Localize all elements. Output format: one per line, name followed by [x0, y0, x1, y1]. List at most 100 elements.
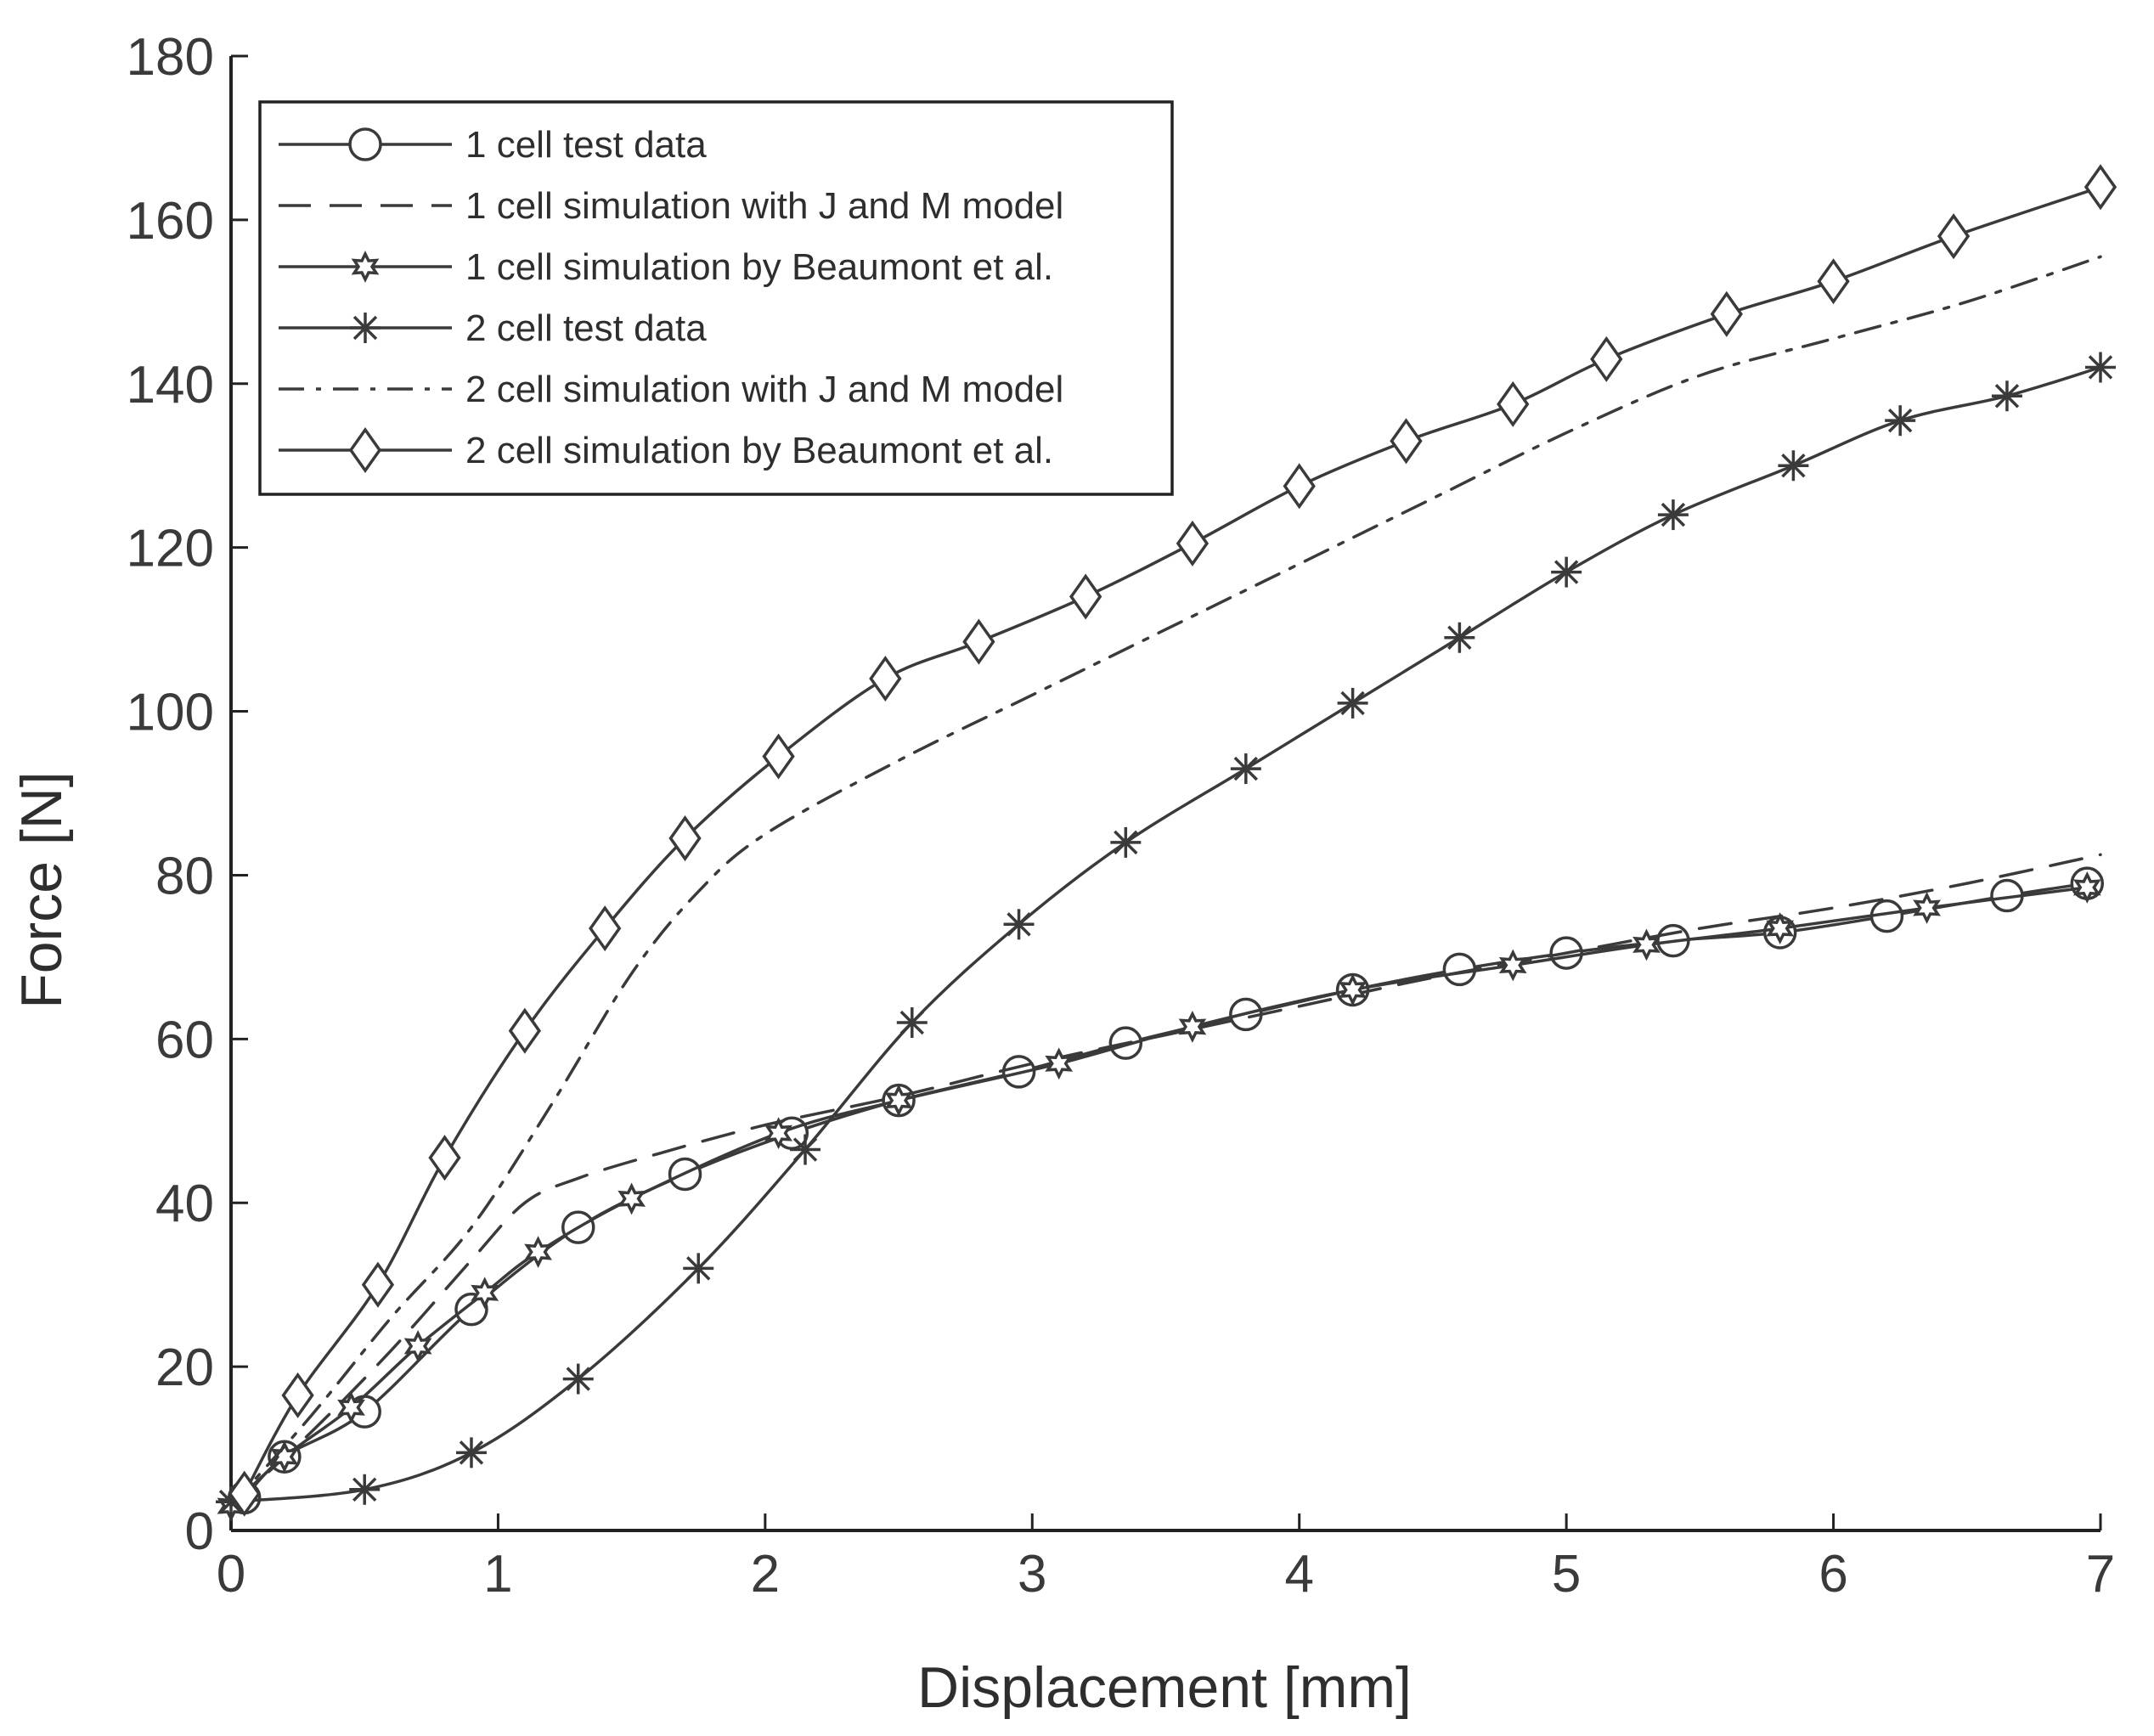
data-point [228, 1470, 261, 1517]
data-point [1913, 892, 1942, 924]
data-point [1817, 258, 1850, 305]
legend-label: 2 cell simulation by Beaumont et al. [465, 430, 1053, 471]
legend-item: 2 cell simulation with J and M model [279, 369, 1063, 410]
x-tick-label: 4 [1284, 1545, 1313, 1604]
legend-label: 2 cell simulation with J and M model [465, 369, 1063, 410]
y-tick-label: 80 [155, 847, 214, 905]
data-point [281, 1372, 314, 1418]
legend-marker [351, 251, 380, 283]
data-point [1339, 973, 1367, 1006]
plot-series [216, 164, 2117, 1523]
axes [229, 56, 2100, 1532]
series-line [229, 365, 2102, 1503]
y-tick-label: 100 [127, 684, 214, 742]
data-point [1590, 335, 1623, 382]
series-1 [227, 866, 2105, 1515]
x-tick-label: 3 [1018, 1545, 1046, 1604]
y-tick-label: 40 [155, 1175, 214, 1233]
data-point [349, 1474, 381, 1505]
y-axis-ticks: 0 20 40 60 80 100 120 140 160 180 [127, 28, 248, 1561]
series-line [242, 882, 2089, 1500]
y-tick-label: 180 [127, 28, 214, 87]
data-point [1632, 928, 1661, 961]
legend-label: 1 cell simulation by Beaumont et al. [465, 246, 1053, 288]
x-axis-title: Displacement [mm] [917, 1655, 1412, 1720]
legend-marker [348, 426, 382, 474]
x-tick-label: 2 [751, 1545, 780, 1604]
data-point [1551, 556, 1582, 588]
data-point [403, 1330, 432, 1362]
x-tick-label: 0 [217, 1545, 245, 1604]
x-axis-ticks: 0 1 2 3 4 5 6 7 [217, 1513, 2115, 1604]
data-point [1937, 213, 1971, 260]
data-point [1766, 912, 1795, 945]
data-point [524, 1236, 553, 1269]
data-point [1178, 1010, 1207, 1043]
y-tick-label: 140 [127, 356, 214, 414]
data-point [2084, 164, 2117, 211]
y-tick-label: 120 [127, 520, 214, 578]
legend-box [258, 100, 1174, 496]
data-point [1337, 687, 1368, 719]
legend-item: 2 cell test data [279, 307, 707, 349]
legend-item: 2 cell simulation by Beaumont et al. [279, 426, 1053, 474]
data-point [764, 1117, 793, 1150]
data-point [270, 1440, 299, 1474]
data-point [1657, 499, 1689, 531]
series-line [229, 853, 2102, 1508]
y-tick-label: 0 [185, 1502, 214, 1561]
data-point [562, 1363, 594, 1395]
x-tick-label: 1 [483, 1545, 512, 1604]
data-point [1176, 520, 1210, 566]
data-point [683, 1253, 714, 1284]
data-point [589, 905, 622, 952]
data-point [1991, 380, 2022, 412]
legend: 1 cell test data 1 cell simulation with J… [258, 100, 1174, 496]
data-point [1283, 463, 1316, 510]
data-point [762, 733, 795, 780]
x-tick-label: 5 [1552, 1545, 1581, 1604]
x-tick-label: 6 [1818, 1545, 1847, 1604]
data-point [1710, 290, 1743, 337]
data-point [1444, 622, 1475, 653]
data-point [2085, 352, 2116, 383]
data-point [1390, 418, 1423, 465]
series-3 [217, 871, 2101, 1523]
data-point [1778, 450, 1809, 482]
legend-marker [350, 313, 381, 343]
y-tick-label: 160 [127, 192, 214, 251]
data-point [1045, 1047, 1074, 1080]
data-point [361, 1261, 395, 1308]
data-point [668, 815, 702, 862]
data-point [1885, 405, 1916, 437]
data-point [508, 1007, 542, 1054]
legend-marker [348, 127, 382, 161]
series-6 [228, 164, 2117, 1517]
data-point [790, 1134, 821, 1165]
data-point [962, 618, 995, 665]
y-axis-title: Force [N] [9, 771, 74, 1009]
data-point [454, 1292, 488, 1327]
data-point [428, 1135, 461, 1181]
series-line [229, 886, 2089, 1508]
x-tick-label: 7 [2086, 1545, 2115, 1604]
data-point [1498, 949, 1527, 982]
y-tick-label: 20 [155, 1339, 214, 1397]
legend-label: 1 cell test data [465, 124, 707, 166]
data-point [471, 1277, 499, 1310]
series-5 [229, 255, 2102, 1508]
series-2 [229, 853, 2102, 1508]
data-point [2072, 871, 2101, 904]
data-point [1497, 380, 1530, 427]
series-4 [216, 352, 2116, 1518]
data-point [1069, 573, 1102, 620]
series-line [229, 255, 2102, 1508]
data-point [896, 1007, 928, 1039]
legend-label: 1 cell simulation with J and M model [465, 185, 1063, 227]
data-point [1003, 909, 1035, 940]
data-point [455, 1437, 487, 1468]
data-point [869, 655, 902, 702]
data-point [1110, 826, 1142, 858]
legend-item: 1 cell test data [279, 124, 707, 166]
